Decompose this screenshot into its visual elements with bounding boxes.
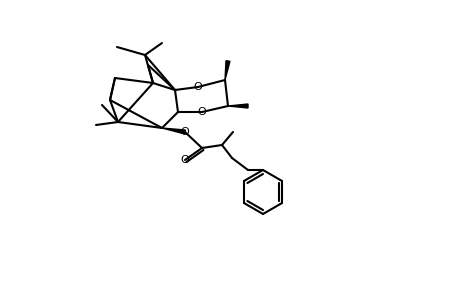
Polygon shape [162, 128, 185, 134]
Text: O: O [197, 107, 206, 117]
Text: O: O [193, 82, 202, 92]
Polygon shape [228, 104, 247, 108]
Text: O: O [180, 127, 189, 137]
Polygon shape [224, 61, 230, 80]
Text: O: O [180, 155, 189, 165]
